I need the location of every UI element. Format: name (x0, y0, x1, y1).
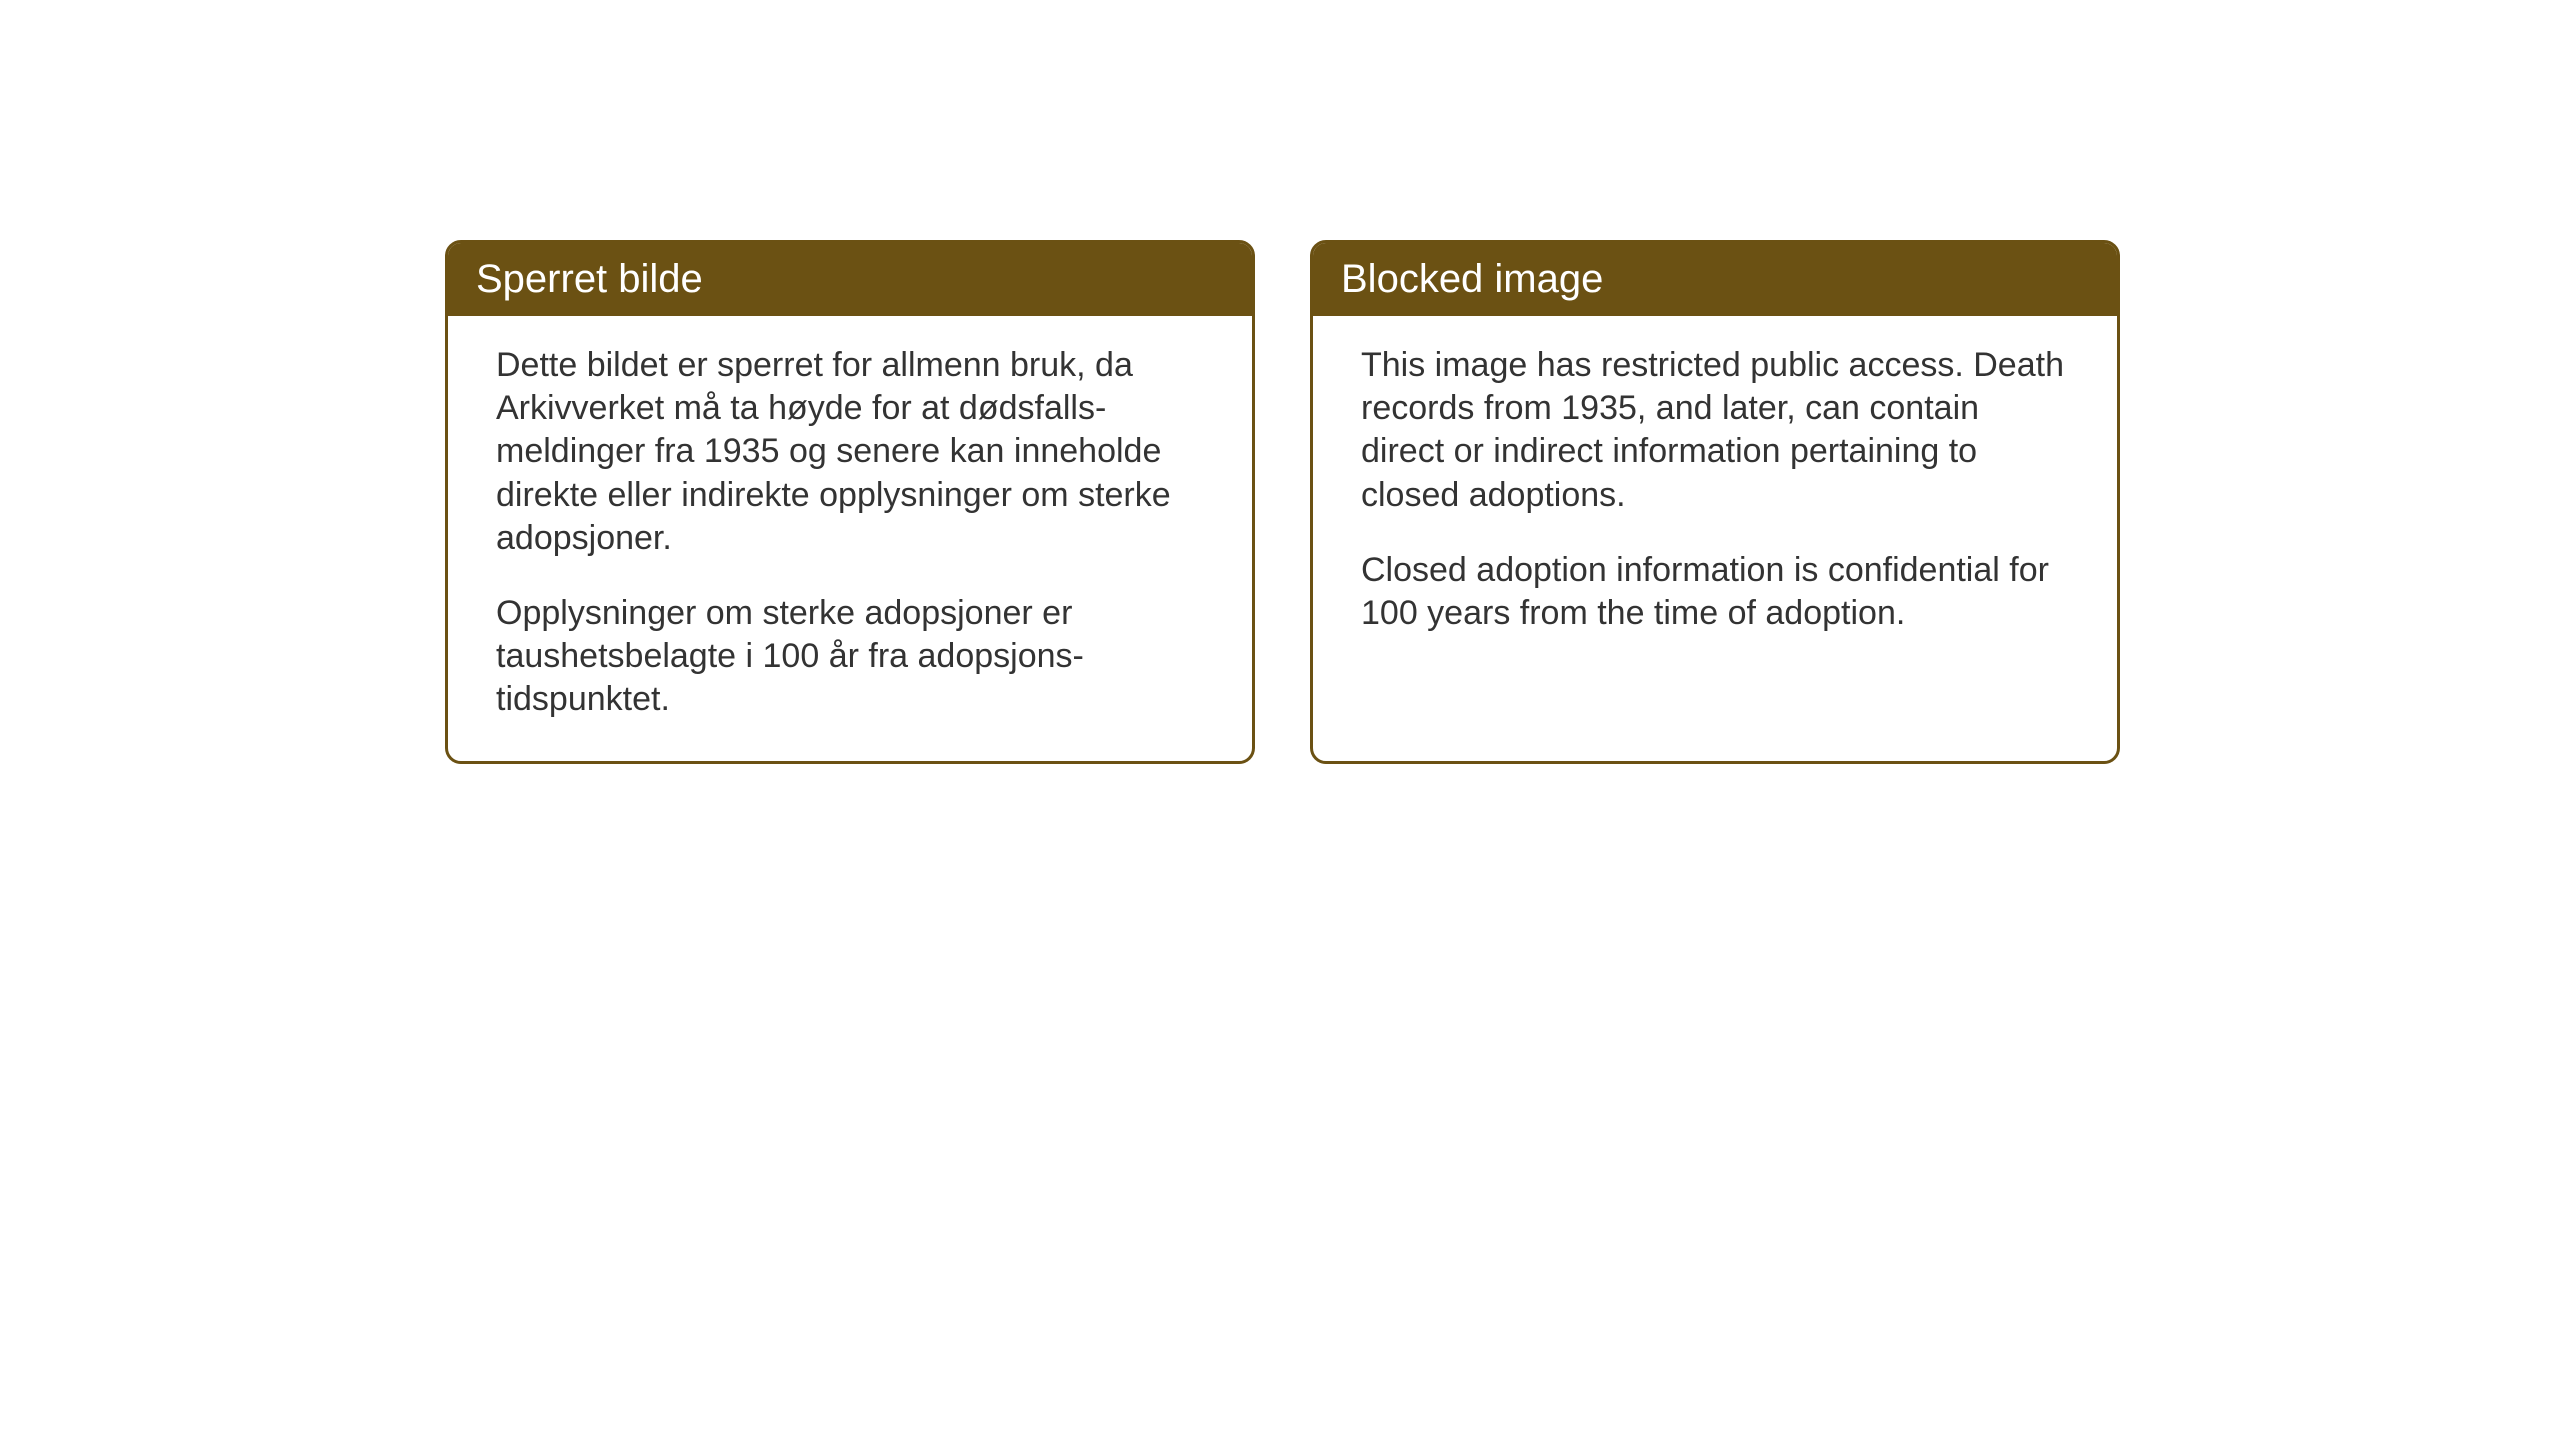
norwegian-notice-card: Sperret bilde Dette bildet er sperret fo… (445, 240, 1255, 764)
norwegian-paragraph-1: Dette bildet er sperret for allmenn bruk… (496, 344, 1204, 560)
english-card-body: This image has restricted public access.… (1313, 316, 2117, 675)
english-card-title: Blocked image (1313, 243, 2117, 316)
english-notice-card: Blocked image This image has restricted … (1310, 240, 2120, 764)
norwegian-paragraph-2: Opplysninger om sterke adopsjoner er tau… (496, 592, 1204, 722)
norwegian-card-body: Dette bildet er sperret for allmenn bruk… (448, 316, 1252, 761)
english-paragraph-2: Closed adoption information is confident… (1361, 549, 2069, 635)
norwegian-card-title: Sperret bilde (448, 243, 1252, 316)
notice-container: Sperret bilde Dette bildet er sperret fo… (445, 240, 2120, 764)
english-paragraph-1: This image has restricted public access.… (1361, 344, 2069, 517)
